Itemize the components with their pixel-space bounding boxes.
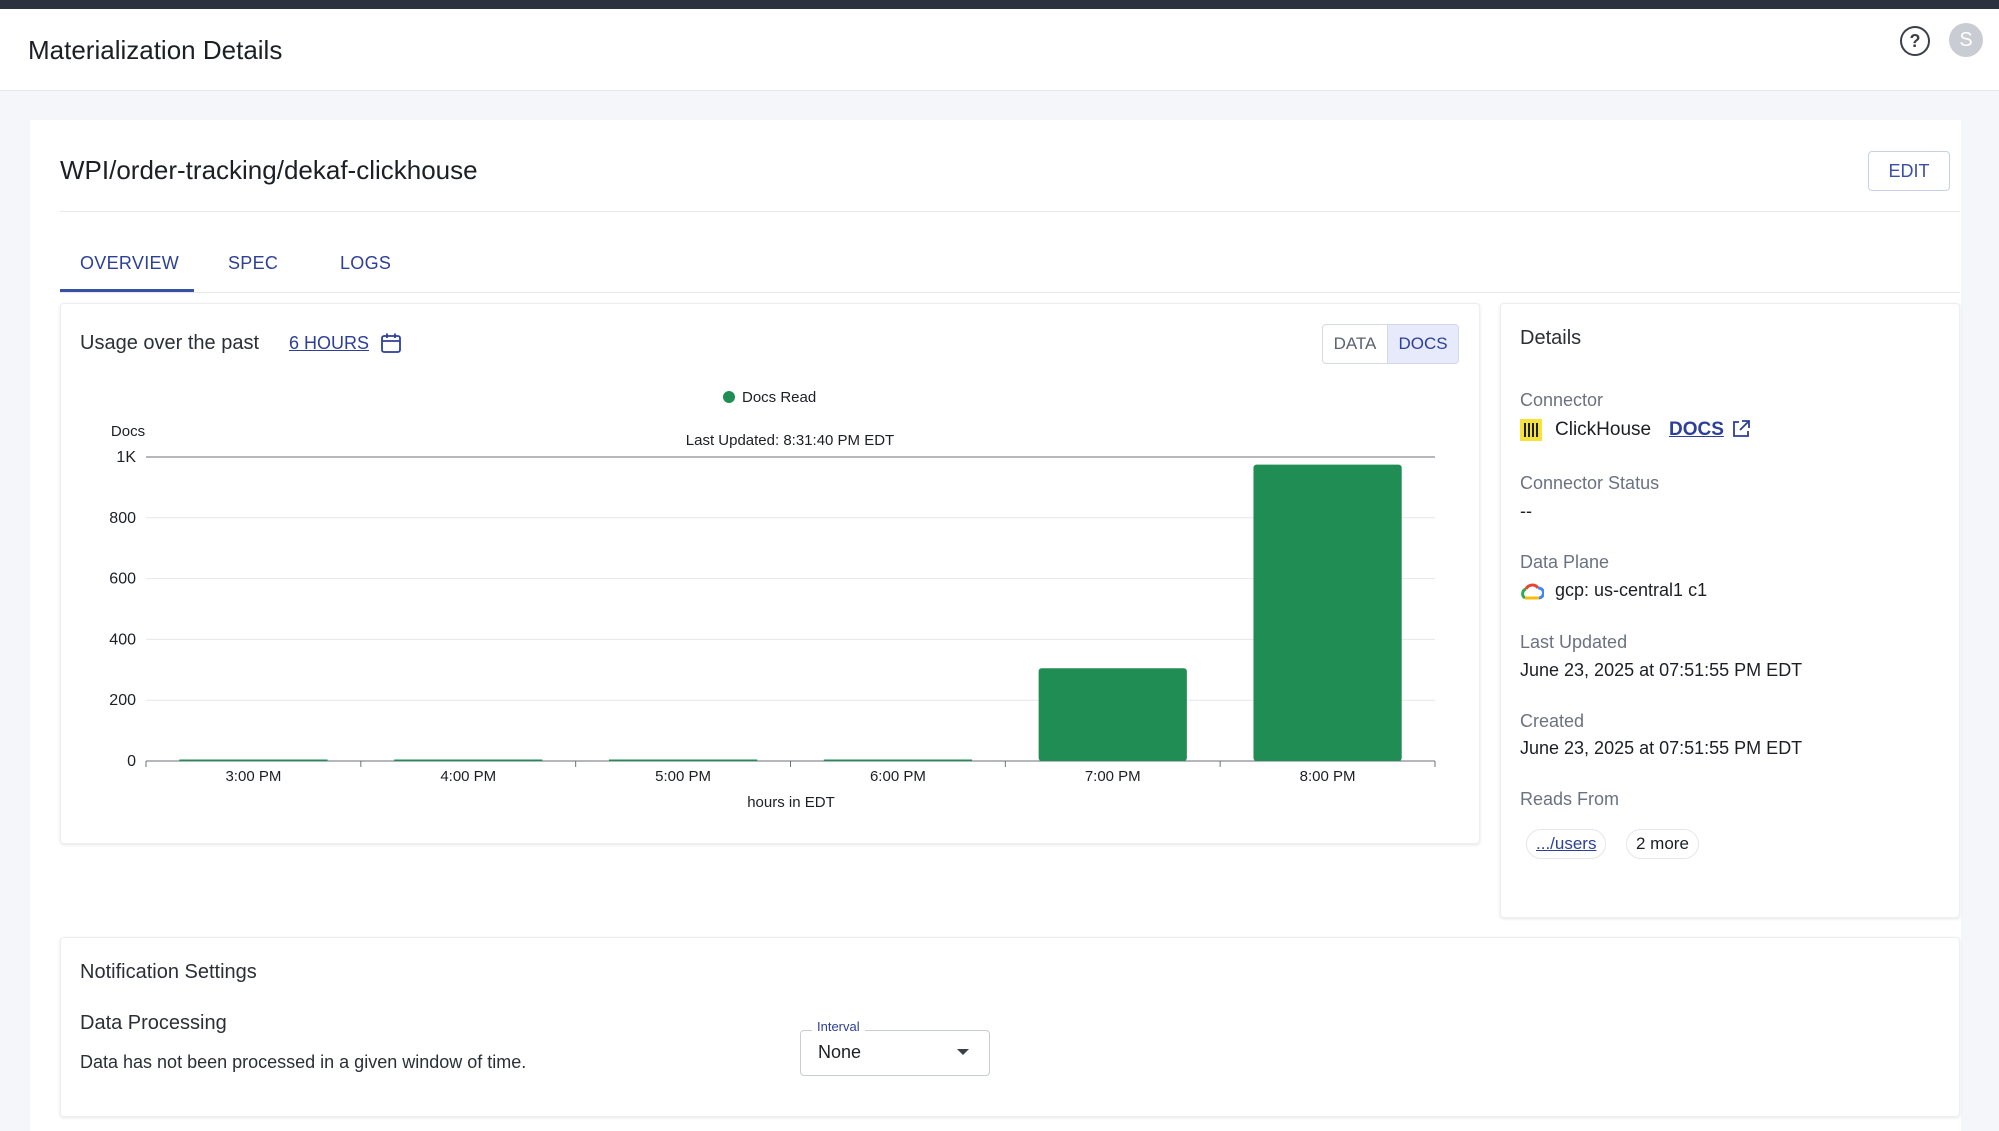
avatar[interactable]: S xyxy=(1949,23,1983,57)
edit-button[interactable]: EDIT xyxy=(1868,151,1950,191)
interval-label: Interval xyxy=(812,1019,865,1034)
time-range-link[interactable]: 6 HOURS xyxy=(289,333,370,353)
last-updated-label: Last Updated xyxy=(1520,632,1628,652)
page-title: Materialization Details xyxy=(28,35,283,65)
reads-from-more-chip[interactable]: 2 more xyxy=(1626,829,1699,859)
reads-from-chip[interactable]: .../users xyxy=(1526,829,1607,859)
active-tab-indicator xyxy=(60,289,194,292)
gcp-cloud-icon xyxy=(1521,583,1544,600)
bar-700pm xyxy=(1038,668,1187,761)
data-processing-title: Data Processing xyxy=(80,1012,227,1034)
bar-600pm xyxy=(823,759,973,761)
tab-logs[interactable]: LOGS xyxy=(340,253,392,273)
connector-label: Connector xyxy=(1520,390,1604,410)
last-updated-value: June 23, 2025 at 07:51:55 PM EDT xyxy=(1520,660,1803,680)
y-tick-label: 600 xyxy=(109,571,136,588)
divider xyxy=(60,211,1960,212)
connector-status-label: Connector Status xyxy=(1520,473,1660,493)
x-tick-label: 4:00 PM xyxy=(440,768,496,785)
x-tick-label: 6:00 PM xyxy=(870,768,926,785)
connector-docs-link[interactable]: DOCS xyxy=(1669,419,1724,440)
data-processing-description: Data has not been processed in a given w… xyxy=(80,1052,527,1072)
details-title: Details xyxy=(1520,327,1582,349)
legend-label: Docs Read xyxy=(742,389,816,406)
x-tick-label: 5:00 PM xyxy=(655,768,711,785)
bar-800pm xyxy=(1253,464,1402,761)
bar-500pm xyxy=(608,759,758,761)
bar-300pm xyxy=(179,759,328,761)
top-strip xyxy=(0,0,1999,9)
x-axis-title: hours in EDT xyxy=(747,794,835,811)
calendar-icon[interactable] xyxy=(380,332,402,354)
y-tick-label: 800 xyxy=(109,510,136,527)
details-card xyxy=(1500,303,1960,918)
data-toggle-button[interactable]: DATA xyxy=(1323,325,1388,363)
legend-swatch xyxy=(723,391,735,403)
connector-status-value: -- xyxy=(1520,501,1532,521)
created-label: Created xyxy=(1520,711,1585,731)
y-tick-label: 1K xyxy=(116,449,136,466)
bar-400pm xyxy=(394,759,543,761)
interval-value: None xyxy=(818,1042,862,1062)
clickhouse-logo-icon xyxy=(1520,419,1542,441)
connector-name: ClickHouse xyxy=(1555,419,1652,440)
y-tick-label: 400 xyxy=(109,631,136,648)
y-tick-label: 0 xyxy=(127,753,136,770)
x-tick-label: 7:00 PM xyxy=(1085,768,1141,785)
usage-card xyxy=(60,303,1480,844)
data-plane-label: Data Plane xyxy=(1520,552,1610,572)
reads-from-label: Reads From xyxy=(1520,789,1620,809)
y-tick-label: 200 xyxy=(109,692,136,709)
x-tick-label: 8:00 PM xyxy=(1300,768,1356,785)
chart-subtitle: Last Updated: 8:31:40 PM EDT xyxy=(686,432,894,449)
entity-name: WPI/order-tracking/dekaf-clickhouse xyxy=(60,155,478,185)
help-icon[interactable]: ? xyxy=(1900,26,1930,56)
data-plane-value: gcp: us-central1 c1 xyxy=(1555,580,1708,600)
tab-overview[interactable]: OVERVIEW xyxy=(80,253,180,273)
created-value: June 23, 2025 at 07:51:55 PM EDT xyxy=(1520,738,1803,758)
chevron-down-icon[interactable] xyxy=(957,1049,969,1055)
x-tick-label: 3:00 PM xyxy=(225,768,281,785)
notification-settings-title: Notification Settings xyxy=(80,961,257,983)
external-link-icon[interactable] xyxy=(1731,419,1751,439)
notification-settings-card xyxy=(60,937,1960,1117)
usage-chart: 0 200 400 600 800 1K Docs Docs Read Last Updated… xyxy=(109,389,1436,811)
tabs-divider xyxy=(60,292,1960,293)
tab-spec[interactable]: SPEC xyxy=(228,253,279,273)
usage-label: Usage over the past xyxy=(80,332,259,354)
app-bar: Materialization Details xyxy=(0,9,1999,91)
docs-toggle-button[interactable]: DOCS xyxy=(1388,325,1458,363)
y-axis-title: Docs xyxy=(111,423,145,440)
metric-toggle: DATA DOCS xyxy=(1322,324,1459,364)
